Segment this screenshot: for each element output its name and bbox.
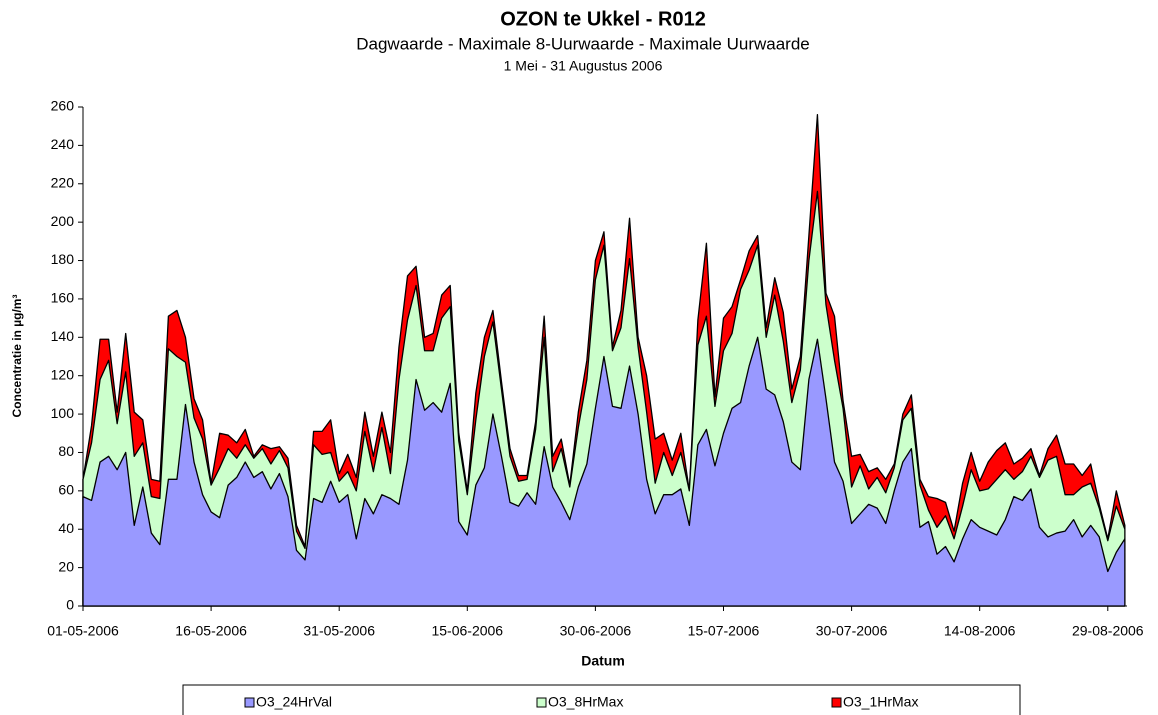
- x-tick-label: 15-06-2006: [431, 623, 503, 639]
- y-tick-label: 200: [51, 213, 75, 229]
- legend-label: O3_24HrVal: [256, 694, 332, 710]
- x-tick-label: 01-05-2006: [47, 623, 119, 639]
- x-tick-label: 29-08-2006: [1072, 623, 1144, 639]
- chart-subtitle: Dagwaarde - Maximale 8-Uurwaarde - Maxim…: [356, 34, 810, 53]
- y-tick-label: 180: [51, 251, 75, 267]
- y-tick-label: 40: [58, 520, 74, 536]
- legend-box: [182, 684, 1021, 715]
- legend-swatch: [244, 697, 255, 708]
- y-tick-label: 160: [51, 290, 75, 306]
- x-tick-label: 16-05-2006: [175, 623, 247, 639]
- y-tick-label: 80: [58, 443, 74, 459]
- legend-label: O3_1HrMax: [843, 694, 918, 710]
- y-tick-label: 140: [51, 328, 75, 344]
- x-tick-label: 31-05-2006: [303, 623, 375, 639]
- chart-title: OZON te Ukkel - R012: [500, 8, 706, 30]
- y-tick-label: 0: [66, 597, 74, 613]
- y-tick-label: 220: [51, 174, 75, 190]
- y-tick-label: 20: [58, 558, 74, 574]
- y-tick-label: 260: [51, 98, 75, 114]
- y-tick-label: 100: [51, 405, 75, 421]
- x-tick-label: 15-07-2006: [688, 623, 760, 639]
- area-series: [82, 336, 1126, 607]
- y-axis-title: Concentratie in µg/m³: [10, 295, 24, 418]
- chart-period: 1 Mei - 31 Augustus 2006: [504, 58, 663, 74]
- y-tick-label: 120: [51, 366, 75, 382]
- legend-label: O3_8HrMax: [548, 694, 623, 710]
- x-axis-title: Datum: [581, 653, 625, 669]
- x-tick-label: 30-07-2006: [816, 623, 888, 639]
- x-tick-label: 14-08-2006: [944, 623, 1016, 639]
- legend-swatch: [536, 697, 547, 708]
- x-tick-label: 30-06-2006: [560, 623, 632, 639]
- legend-swatch: [831, 697, 842, 708]
- y-tick-label: 240: [51, 136, 75, 152]
- y-tick-label: 60: [58, 482, 74, 498]
